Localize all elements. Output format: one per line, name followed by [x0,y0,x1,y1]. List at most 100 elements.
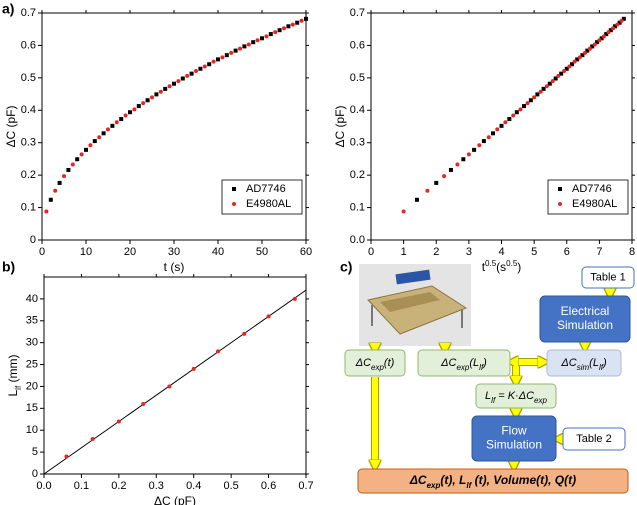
legend-marker [558,202,562,206]
fit-line [43,289,307,475]
point [592,42,597,47]
x-tick-label: 40 [212,246,224,258]
point [167,84,172,89]
point [255,38,260,43]
point [518,107,523,112]
text-part: Simulation [486,438,542,452]
point [290,22,295,27]
point [599,36,604,41]
y-tick-label: 25 [26,358,38,370]
point [84,147,88,152]
node-box [539,295,631,343]
point [44,209,49,214]
point [62,174,66,179]
point [304,16,308,21]
point [621,16,626,21]
point [150,95,154,100]
plot-frame [43,276,307,475]
point [158,89,163,94]
point [194,69,198,74]
x-tick-label: 50 [256,246,268,258]
x-tick-label: 0.6 [261,480,276,492]
y-axis-label: Llf (mm) [6,354,22,396]
text-part: L [6,390,20,397]
y-tick-label: 0.3 [21,137,36,149]
x-tick-label: 60 [300,246,312,258]
point [202,64,207,69]
point [264,34,269,39]
point [224,53,229,58]
node-box [417,349,511,377]
y-tick-label: 10 [26,424,38,436]
x-tick-label: 6 [564,246,570,258]
node-box [581,266,635,289]
point [606,30,611,35]
point [455,162,460,167]
point [608,28,613,33]
text-part: exp [371,363,384,372]
point [286,24,291,29]
point [132,107,137,112]
point [48,197,53,202]
point [615,22,620,27]
y-tick-label: 0.5 [350,72,365,84]
point [106,127,110,132]
point [229,50,234,55]
text-part: (t), L [440,473,466,487]
y-tick-label: 0.7 [21,7,36,19]
text-part: (L [589,357,599,369]
point [577,55,582,60]
point [123,113,128,118]
point [92,139,97,144]
arrows [375,289,610,466]
point [251,40,256,45]
point [619,18,624,23]
point [590,44,595,49]
node-label: Simulation [486,438,542,452]
point [220,55,225,60]
point [101,131,106,136]
legend-marker [232,187,236,191]
x-tick-label: 3 [466,246,472,258]
point [604,32,609,37]
point [550,79,555,84]
point [154,92,159,97]
y-axis-label: ΔC (pF) [4,105,18,147]
point [266,314,271,319]
node-box [471,415,557,462]
point [191,366,196,371]
point [53,188,58,193]
y-tick-label: 30 [26,337,38,349]
node-label: Flow [501,424,527,438]
point [535,92,540,97]
point [97,135,102,140]
x-tick-label: 20 [124,246,136,258]
text-part: lf [466,481,472,490]
point [434,180,439,185]
point [587,46,592,51]
point [522,104,527,109]
x-tick-label: 0.3 [149,480,164,492]
point [595,40,600,45]
text-part: (s [496,260,506,274]
point [575,57,580,62]
text-part: lf [479,363,484,372]
point [491,131,496,136]
point [211,59,216,64]
node-label: ΔCexp(t), Llf (t), Volume(t), Q(t) [409,473,576,489]
point [185,73,190,78]
x-tick-label: 0 [39,246,45,258]
text-part: L [485,390,491,402]
x-axis-label: t0.5(s0.5) [482,259,522,275]
point [477,143,482,148]
text-part: 0.5 [506,259,518,268]
y-tick-label: 0.6 [21,39,36,51]
text-part: exp [427,481,441,490]
y-tick-label: 20 [26,380,38,392]
point [583,50,588,55]
point [79,152,84,157]
y-tick-label: 0.1 [350,201,365,213]
point [562,69,567,74]
text-part: Flow [501,424,527,438]
